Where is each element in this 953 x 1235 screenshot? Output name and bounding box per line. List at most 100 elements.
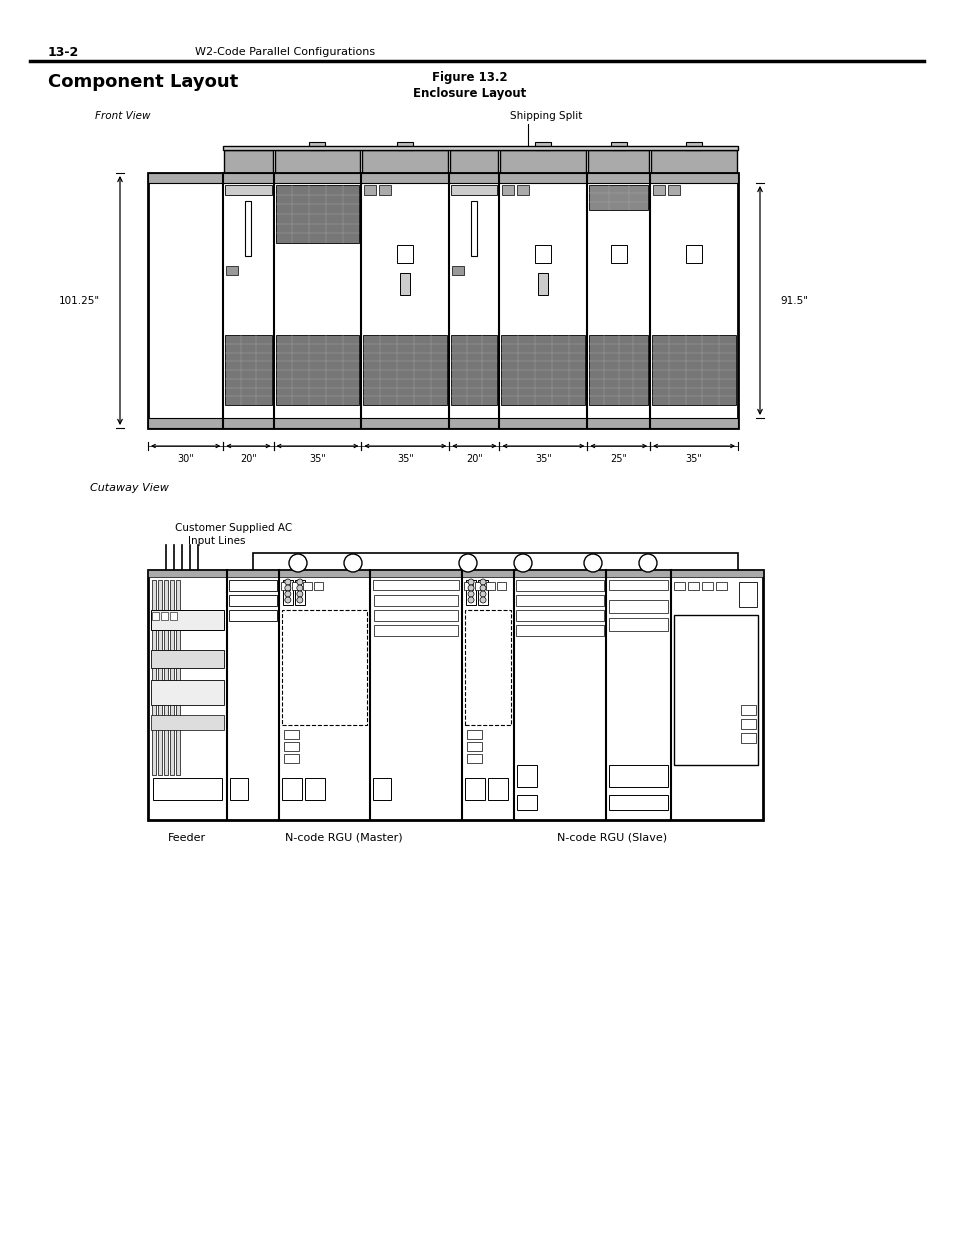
Bar <box>224 149 273 173</box>
Text: 35": 35" <box>535 454 551 464</box>
Bar <box>516 580 603 592</box>
Bar <box>685 245 701 263</box>
Circle shape <box>344 555 361 572</box>
Bar <box>466 580 476 605</box>
Bar <box>314 582 322 590</box>
Bar <box>467 755 481 763</box>
Bar <box>589 185 647 210</box>
Bar <box>467 730 481 739</box>
Bar <box>471 201 476 256</box>
Bar <box>517 795 537 810</box>
Bar <box>275 185 359 243</box>
Bar <box>608 580 668 590</box>
Bar <box>281 778 301 800</box>
Bar <box>497 582 505 590</box>
Bar <box>740 734 755 743</box>
Bar <box>281 610 367 725</box>
Circle shape <box>468 592 474 597</box>
Bar <box>373 778 391 800</box>
Circle shape <box>583 555 601 572</box>
Text: Cutaway View: Cutaway View <box>90 483 169 493</box>
Bar <box>229 580 276 592</box>
Bar <box>463 582 473 590</box>
Bar <box>151 610 223 630</box>
Text: Front View: Front View <box>95 111 151 121</box>
Bar <box>477 580 488 605</box>
Bar <box>502 185 514 195</box>
Bar <box>148 571 762 820</box>
Text: Input Lines: Input Lines <box>188 536 245 546</box>
Bar <box>589 335 647 405</box>
Circle shape <box>458 555 476 572</box>
Bar <box>170 613 177 620</box>
Bar <box>309 142 325 149</box>
Bar <box>148 571 762 577</box>
Bar <box>396 142 413 149</box>
Bar <box>292 582 300 590</box>
Bar <box>152 613 159 620</box>
Bar <box>516 625 603 636</box>
Bar <box>516 595 603 606</box>
Bar <box>148 173 738 429</box>
Bar <box>608 764 668 787</box>
Circle shape <box>289 555 307 572</box>
Bar <box>284 742 298 751</box>
Bar <box>452 266 464 275</box>
Bar <box>151 680 223 705</box>
Bar <box>716 582 726 590</box>
Text: Figure 13.2: Figure 13.2 <box>432 72 507 84</box>
Circle shape <box>514 555 532 572</box>
Bar <box>230 778 247 800</box>
Bar <box>535 142 551 149</box>
Bar <box>225 185 272 195</box>
Text: Shipping Split: Shipping Split <box>510 111 581 121</box>
Bar <box>701 582 713 590</box>
Bar <box>464 778 484 800</box>
Circle shape <box>285 579 291 585</box>
Bar <box>375 610 457 621</box>
Bar <box>164 580 168 776</box>
Bar <box>373 580 458 590</box>
Bar <box>161 613 168 620</box>
Text: Component Layout: Component Layout <box>48 73 238 91</box>
Text: N-code RGU (Slave): N-code RGU (Slave) <box>557 832 667 844</box>
Circle shape <box>639 555 657 572</box>
Circle shape <box>296 579 302 585</box>
Bar <box>610 142 626 149</box>
Text: Feeder: Feeder <box>168 832 206 844</box>
Bar <box>653 185 664 195</box>
Circle shape <box>468 579 474 585</box>
Circle shape <box>296 597 302 603</box>
Bar <box>739 582 757 606</box>
Text: W2-Code Parallel Configurations: W2-Code Parallel Configurations <box>194 47 375 57</box>
Bar <box>674 615 758 764</box>
Bar <box>608 618 668 631</box>
Bar <box>229 610 276 621</box>
Bar <box>535 245 551 263</box>
Bar <box>667 185 679 195</box>
Bar <box>501 335 585 405</box>
Circle shape <box>285 585 291 592</box>
Text: 20": 20" <box>240 454 256 464</box>
Circle shape <box>296 592 302 597</box>
Bar <box>226 266 238 275</box>
Bar <box>305 778 325 800</box>
Bar <box>375 625 457 636</box>
Bar <box>274 149 360 173</box>
Bar <box>362 149 448 173</box>
Text: N-code RGU (Master): N-code RGU (Master) <box>285 832 403 844</box>
Text: 35": 35" <box>396 454 414 464</box>
Bar <box>175 580 180 776</box>
Bar <box>588 149 648 173</box>
Bar <box>375 595 457 606</box>
Bar <box>284 755 298 763</box>
Bar <box>282 580 293 605</box>
Bar <box>302 582 312 590</box>
Bar <box>652 335 735 405</box>
Circle shape <box>285 597 291 603</box>
Bar <box>284 730 298 739</box>
Circle shape <box>479 585 485 592</box>
Bar <box>451 335 497 405</box>
Bar <box>740 719 755 729</box>
Text: 35": 35" <box>685 454 701 464</box>
